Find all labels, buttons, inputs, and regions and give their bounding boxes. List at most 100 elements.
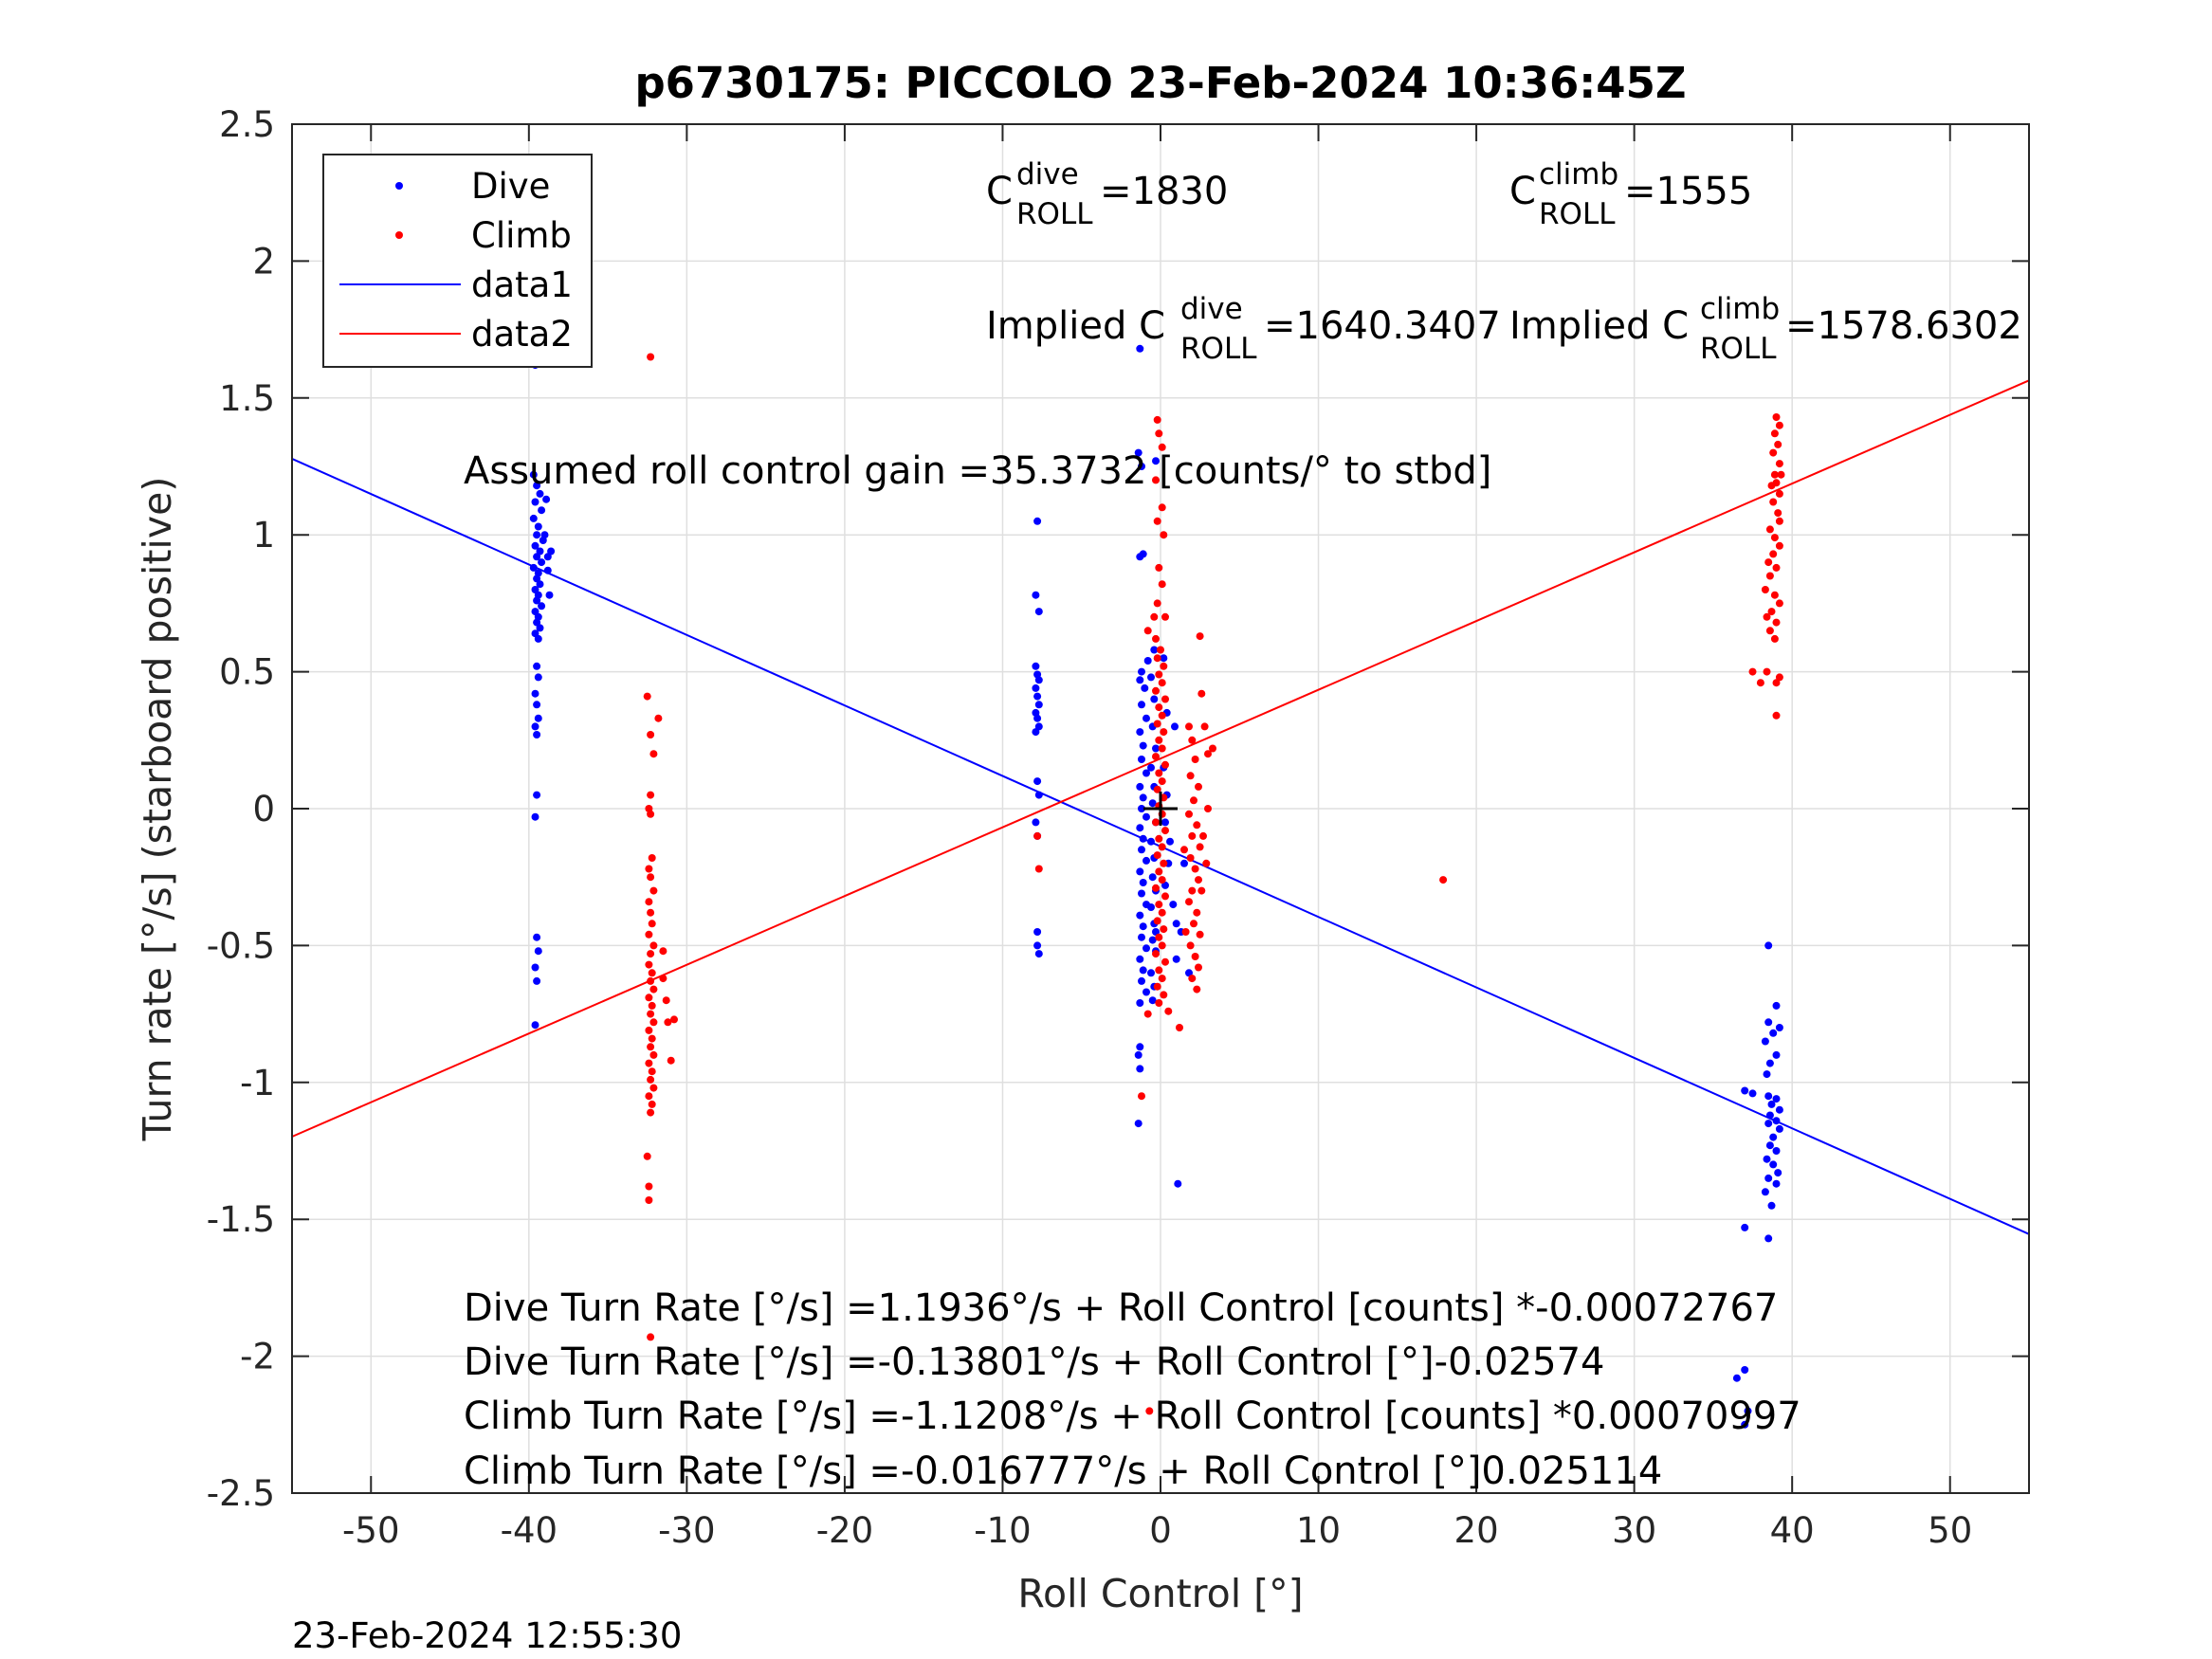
dive-point [1139,879,1147,886]
climb-point [1775,421,1783,429]
dive-point [534,673,542,682]
dive-point [1033,517,1042,525]
dive-point [1775,1105,1783,1114]
climb-point [1155,933,1163,941]
dive-point [1772,1117,1781,1125]
legend-label-climb: Climb [471,215,572,256]
climb-point [647,976,655,985]
climb-point [1761,586,1769,593]
dive-point [1767,1201,1776,1210]
climb-point [1772,618,1781,627]
dive-point [543,566,552,574]
dive-point [1147,763,1155,772]
dive-point [1139,834,1147,843]
dive-point [1139,922,1147,931]
dive-point [531,541,539,550]
dive-point [533,553,541,561]
climb-point [1186,854,1195,862]
climb-point [1185,898,1193,906]
dive-point [1765,1059,1774,1067]
climb-point [1152,818,1160,827]
climb-point [647,791,655,799]
c-roll-climb-subscript: ROLL [1539,197,1616,231]
dive-point [1033,714,1042,722]
climb-point [1161,892,1169,901]
climb-point [1191,865,1199,873]
dive-point [531,689,539,698]
dive-point [533,531,541,539]
climb-point [1202,859,1211,867]
y-tick-label: -1 [240,1063,275,1103]
dive-point [1143,812,1150,821]
climb-point [1774,440,1782,448]
climb-point [1199,831,1207,840]
dive-point [1764,1092,1773,1101]
dive-point [1147,673,1155,682]
climb-point [648,1001,656,1010]
footer-timestamp: 23-Feb-2024 12:55:30 [292,1615,682,1656]
climb-point [1155,429,1163,438]
dive-point [1136,999,1144,1007]
climb-point [649,886,658,895]
climb-point [1196,632,1204,641]
climb-point [1155,966,1163,975]
climb-point [1765,627,1774,635]
climb-point [648,1034,656,1043]
climb-point [649,750,658,758]
dive-point [1138,701,1145,709]
dive-point [1034,676,1043,684]
climb-point [1767,482,1776,490]
dive-point [1136,911,1144,920]
climb-point [1770,470,1779,479]
dive-point [1748,1089,1757,1098]
climb-point [667,1056,675,1065]
climb-point [649,941,658,950]
climb-point [1161,827,1169,835]
equation-climb-counts: Climb Turn Rate [°/s] =-1.1208°/s + Roll… [464,1395,1801,1438]
climb-point [1158,843,1166,851]
dive-point [1033,777,1042,786]
climb-point [1772,563,1781,572]
climb-point [1153,415,1161,424]
dive-point [1741,1086,1749,1095]
climb-point [1155,563,1163,572]
implied-c-dive-superscript: dive [1180,292,1243,326]
dive-point [1769,1029,1778,1037]
climb-point [647,1333,655,1341]
climb-point [1157,646,1164,654]
dive-point [1764,1120,1773,1128]
legend-box [322,154,593,368]
climb-point [1775,673,1783,682]
dive-point [538,602,546,611]
climb-point [1158,975,1166,983]
climb-point [645,1196,653,1204]
dive-point [1143,769,1150,777]
climb-point [647,1043,655,1051]
x-tick-label: -20 [816,1510,873,1551]
climb-point [1158,744,1166,753]
climb-point [1204,805,1212,812]
dive-point [1171,722,1179,731]
equation-dive-degrees: Dive Turn Rate [°/s] =-0.13801°/s + Roll… [464,1340,1605,1384]
dive-point [1765,1111,1774,1120]
climb-point [662,996,670,1005]
climb-point [647,908,655,917]
x-tick-label: -30 [658,1510,715,1551]
x-tick-label: 50 [1928,1510,1972,1551]
climb-point [1158,711,1166,720]
dive-point [533,976,541,985]
climb-point [1160,991,1168,999]
climb-point [648,854,656,862]
x-tick-label: -50 [342,1510,399,1551]
climb-point [1204,750,1212,758]
climb-point [1772,679,1781,687]
climb-point [645,865,653,873]
legend: Dive Climb data1 data2 [322,154,593,368]
dive-point [1148,799,1157,808]
dive-point [531,722,539,731]
climb-point [647,1075,655,1084]
climb-point [1158,941,1166,950]
climb-point [647,950,655,958]
climb-point [1767,608,1776,616]
